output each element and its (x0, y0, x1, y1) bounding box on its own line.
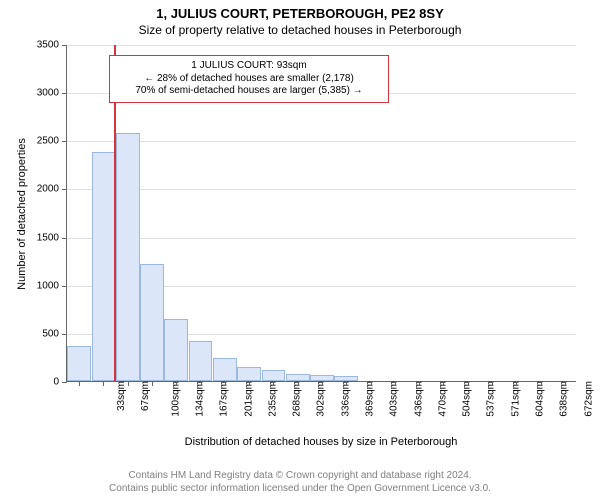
y-tick-label: 2500 (37, 136, 67, 147)
x-tick (79, 381, 80, 386)
x-tick-label: 302sqm (312, 381, 327, 417)
histogram-bar (140, 264, 164, 381)
chart-title: 1, JULIUS COURT, PETERBOROUGH, PE2 8SY (0, 0, 600, 21)
y-tick-label: 0 (53, 377, 67, 388)
x-tick (103, 381, 104, 386)
x-tick-label: 134sqm (191, 381, 206, 417)
x-tick-label: 537sqm (482, 381, 497, 417)
plot-area: 050010001500200025003000350033sqm67sqm10… (66, 45, 576, 382)
x-tick (419, 381, 420, 386)
y-tick-label: 500 (42, 328, 67, 339)
x-tick (249, 381, 250, 386)
y-tick-label: 1500 (37, 232, 67, 243)
annotation-line2: ← 28% of detached houses are smaller (2,… (118, 73, 380, 86)
footer-text: Contains HM Land Registry data © Crown c… (0, 470, 600, 495)
x-tick-label: 571sqm (506, 381, 521, 417)
y-tick-label: 1000 (37, 280, 67, 291)
footer-line2: Contains public sector information licen… (0, 483, 600, 496)
histogram-bar (189, 341, 213, 381)
histogram-bar (213, 358, 237, 381)
x-tick (201, 381, 202, 386)
x-tick (322, 381, 323, 386)
x-tick (395, 381, 396, 386)
y-axis-label: Number of detached properties (16, 138, 28, 290)
x-axis-label: Distribution of detached houses by size … (66, 436, 576, 448)
grid-line (67, 141, 576, 142)
x-tick (516, 381, 517, 386)
x-tick (565, 381, 566, 386)
x-tick-label: 638sqm (555, 381, 570, 417)
annotation-box: 1 JULIUS COURT: 93sqm ← 28% of detached … (109, 55, 389, 103)
x-tick-label: 403sqm (385, 381, 400, 417)
histogram-bar (164, 319, 188, 381)
x-tick-label: 436sqm (409, 381, 424, 417)
x-tick (128, 381, 129, 386)
annotation-line3: 70% of semi-detached houses are larger (… (118, 85, 380, 98)
y-tick-label: 3000 (37, 88, 67, 99)
x-tick-label: 604sqm (531, 381, 546, 417)
x-tick-label: 167sqm (215, 381, 230, 417)
histogram-bar (262, 370, 286, 381)
annotation-line1: 1 JULIUS COURT: 93sqm (118, 60, 380, 73)
x-tick (152, 381, 153, 386)
footer-line1: Contains HM Land Registry data © Crown c… (0, 470, 600, 483)
x-tick-label: 235sqm (263, 381, 278, 417)
histogram-bar (92, 152, 116, 381)
x-tick (443, 381, 444, 386)
x-tick (225, 381, 226, 386)
histogram-bar (67, 346, 91, 381)
chart-container: 1, JULIUS COURT, PETERBOROUGH, PE2 8SY S… (0, 0, 600, 500)
x-tick (371, 381, 372, 386)
x-tick-label: 100sqm (166, 381, 181, 417)
x-tick (176, 381, 177, 386)
x-tick-label: 336sqm (336, 381, 351, 417)
x-tick (468, 381, 469, 386)
histogram-bar (116, 133, 140, 381)
x-tick-label: 67sqm (136, 381, 151, 411)
y-tick-label: 3500 (37, 40, 67, 51)
x-tick (273, 381, 274, 386)
grid-line (67, 189, 576, 190)
x-tick-label: 369sqm (361, 381, 376, 417)
x-tick-label: 268sqm (288, 381, 303, 417)
grid-line (67, 45, 576, 46)
x-tick-label: 201sqm (239, 381, 254, 417)
x-tick (492, 381, 493, 386)
x-tick (346, 381, 347, 386)
x-tick-label: 672sqm (579, 381, 594, 417)
x-tick-label: 33sqm (112, 381, 127, 411)
histogram-bar (237, 367, 261, 381)
histogram-bar (286, 374, 310, 381)
grid-line (67, 238, 576, 239)
x-tick (541, 381, 542, 386)
x-tick-label: 470sqm (433, 381, 448, 417)
y-tick-label: 2000 (37, 184, 67, 195)
x-tick-label: 504sqm (458, 381, 473, 417)
chart-subtitle: Size of property relative to detached ho… (0, 21, 600, 37)
x-tick (298, 381, 299, 386)
